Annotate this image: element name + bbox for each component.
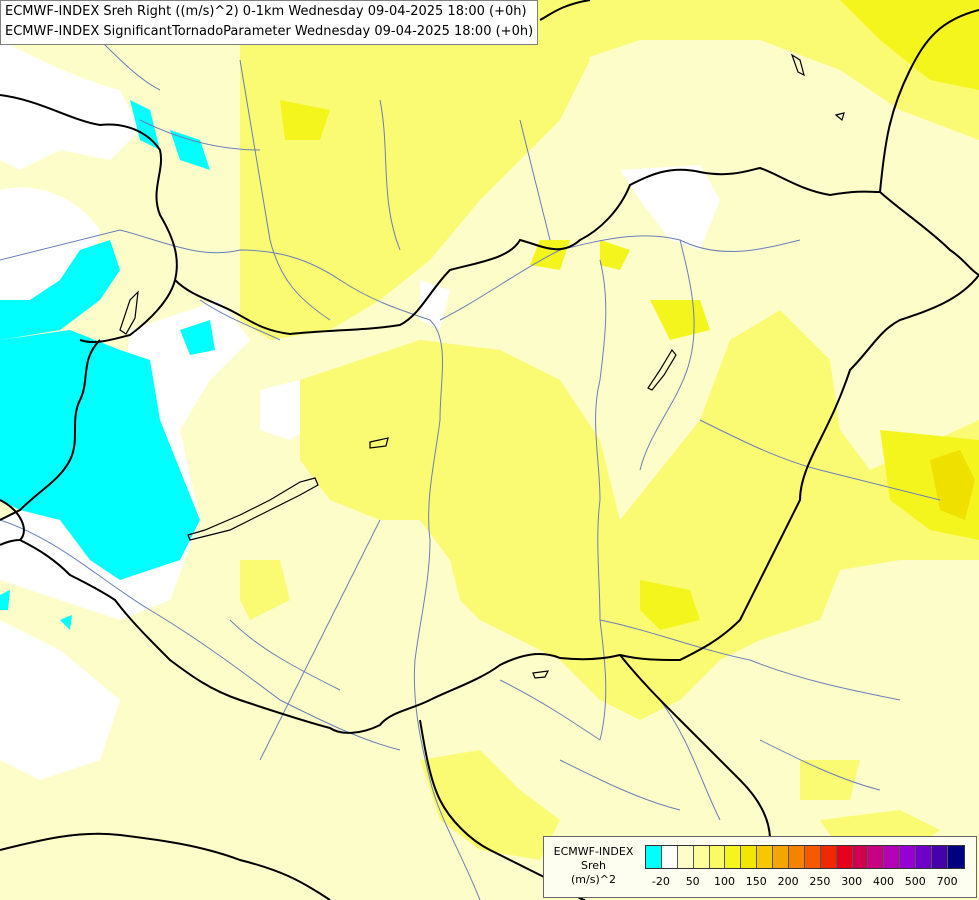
legend-tick-label: 500 [904,875,926,888]
medium-value-areas [240,0,979,860]
legend-swatch [916,846,933,868]
lakes [119,53,845,679]
legend-tick-label: 300 [841,875,863,888]
legend-swatch [757,846,774,868]
legend-swatch [868,846,885,868]
legend-tick-label: 150 [745,875,767,888]
legend-label: ECMWF-INDEX Sreh (m/s)^2 [544,845,643,887]
legend-tick-label: -20 [651,875,670,888]
high-value-areas [280,0,979,630]
title-line-2: ECMWF-INDEX SignificantTornadoParameter … [5,24,534,39]
legend-tick-label: 700 [936,875,958,888]
legend-swatch [741,846,758,868]
peak-value-area [930,450,975,520]
legend-swatch [773,846,790,868]
legend-swatch [693,846,710,868]
legend-label-line-1: ECMWF-INDEX [553,845,634,858]
legend-label-line-3: (m/s)^2 [571,873,616,886]
map-title-box: ECMWF-INDEX Sreh Right ((m/s)^2) 0-1km W… [0,0,539,45]
legend-swatch [900,846,917,868]
legend-swatch [932,846,948,868]
color-legend: ECMWF-INDEX Sreh (m/s)^2 -20 50 100 150 200 2… [543,836,977,898]
legend-tick-label: 50 [685,875,700,888]
legend-swatch [709,846,726,868]
legend-swatch [804,846,821,868]
legend-label-line-2: Sreh [580,859,606,872]
legend-swatch [725,846,742,868]
legend-tick-label: 200 [777,875,799,888]
legend-swatch [820,846,837,868]
legend-tick-label: 250 [809,875,831,888]
legend-swatch [677,846,694,868]
legend-swatch [789,846,805,868]
legend-swatch [947,846,964,868]
legend-swatch [646,846,662,868]
legend-swatch [884,846,901,868]
title-line-1: ECMWF-INDEX Sreh Right ((m/s)^2) 0-1km W… [5,4,527,19]
legend-tick-label: 100 [714,875,735,888]
legend-tick-label: 400 [873,875,894,888]
legend-swatch [661,846,678,868]
legend-swatch [852,846,869,868]
rivers [0,39,941,900]
legend-swatch [836,846,853,868]
legend-color-scale [645,845,965,869]
